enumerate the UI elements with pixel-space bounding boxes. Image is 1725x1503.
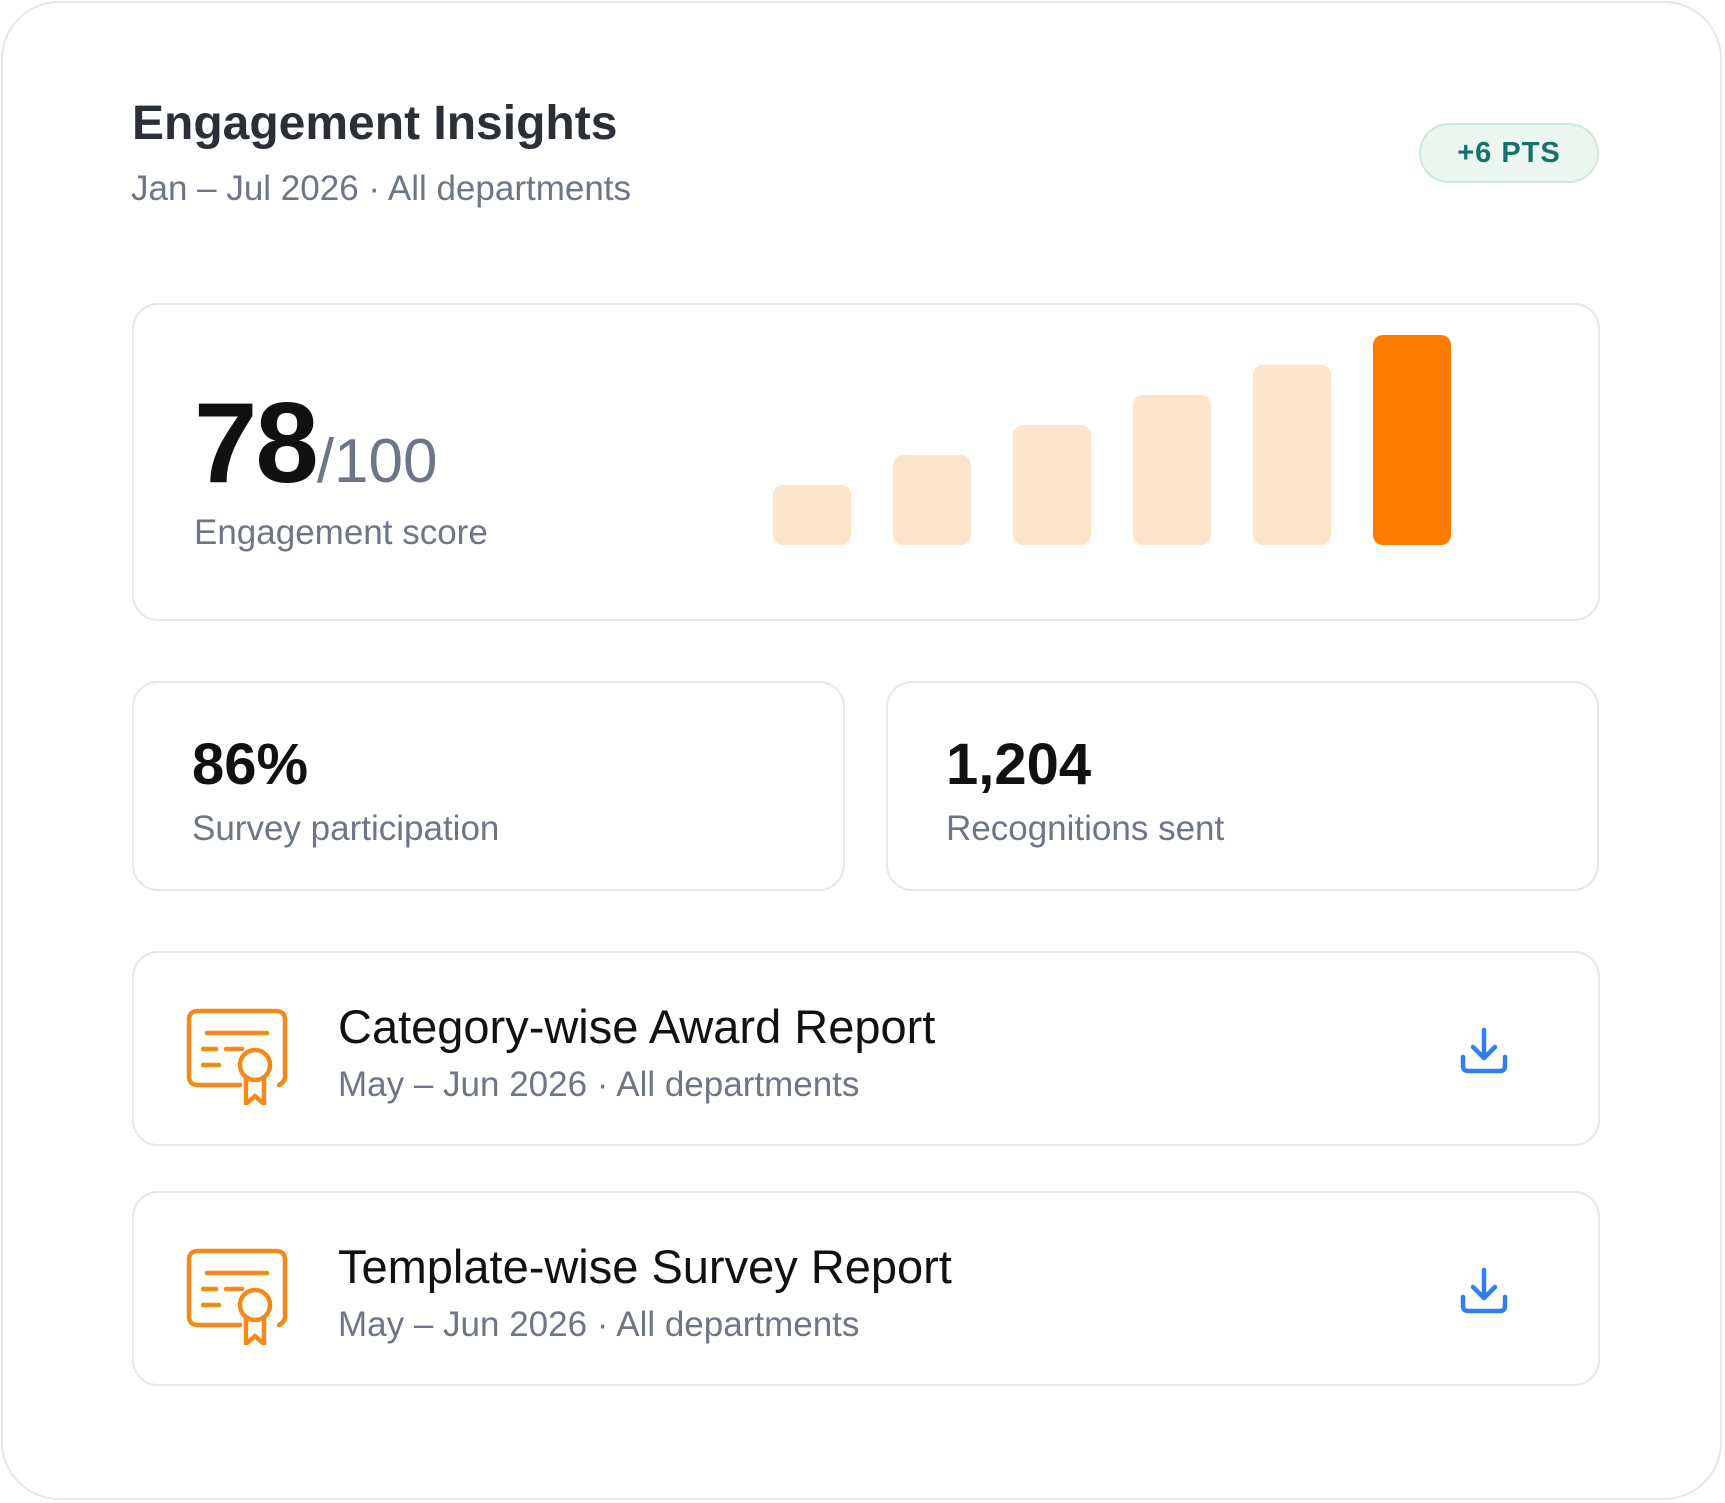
stat-value: 1,204 (946, 732, 1092, 797)
page-subtitle: Jan – Jul 2026 · All departments (131, 169, 632, 208)
download-icon (1460, 1027, 1508, 1074)
points-change-badge: +6 PTS (1419, 123, 1599, 183)
stat-value: 86% (192, 732, 309, 797)
chart-bar (893, 455, 971, 545)
download-button[interactable] (1454, 1021, 1514, 1081)
score-label: Engagement score (194, 513, 488, 552)
page-title: Engagement Insights (132, 97, 618, 150)
stat-label: Survey participation (192, 809, 500, 848)
report-title: Template-wise Survey Report (338, 1240, 952, 1293)
engagement-score-panel: 78/100 Engagement score (132, 303, 1600, 621)
chart-bar (773, 485, 851, 545)
download-icon (1460, 1267, 1508, 1314)
certificate-icon (184, 1245, 294, 1347)
report-subtitle: May – Jun 2026 · All departments (338, 1065, 860, 1104)
stat-label: Recognitions sent (946, 809, 1225, 848)
recognitions-sent-panel: 1,204 Recognitions sent (886, 681, 1599, 891)
score-trend-chart (134, 305, 1602, 623)
report-title: Category-wise Award Report (338, 1000, 936, 1053)
score-value: 78/100 (194, 387, 437, 501)
report-subtitle: May – Jun 2026 · All departments (338, 1305, 860, 1344)
chart-bar (1253, 365, 1331, 545)
report-item-category-award[interactable]: Category-wise Award Report May – Jun 202… (132, 951, 1600, 1146)
chart-bar (1013, 425, 1091, 545)
score-max: /100 (316, 427, 438, 496)
report-item-template-survey[interactable]: Template-wise Survey Report May – Jun 20… (132, 1191, 1600, 1386)
score-number: 78 (194, 380, 319, 507)
survey-participation-panel: 86% Survey participation (132, 681, 845, 891)
download-button[interactable] (1454, 1261, 1514, 1321)
certificate-icon (184, 1005, 294, 1107)
chart-bar (1373, 335, 1451, 545)
chart-bar (1133, 395, 1211, 545)
